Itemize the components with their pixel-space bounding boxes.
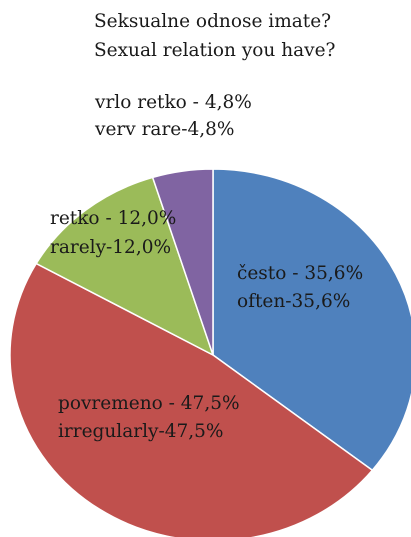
pie-slices	[9, 168, 411, 537]
label-often: često - 35,6%	[237, 263, 363, 284]
slice-rarely	[35, 176, 215, 357]
slice-very-rarely	[151, 168, 214, 356]
label-irregularly-en: irregularly-47,5%	[58, 421, 224, 442]
chart-title: Seksualne odnose imate?	[94, 11, 331, 32]
label-often-en: often-35,6%	[237, 291, 350, 312]
slice-often	[212, 168, 411, 472]
chart-subtitle: Sexual relation you have?	[94, 40, 336, 61]
slice-irregularly	[9, 262, 374, 537]
label-very-rarely: vrlo retko - 4,8%	[94, 92, 252, 113]
label-rarely-en: rarely-12,0%	[50, 237, 171, 258]
label-irregularly: povremeno - 47,5%	[58, 393, 240, 414]
label-very-rarely-en: verv rare-4,8%	[94, 119, 235, 140]
label-rarely: retko - 12,0%	[50, 208, 176, 229]
